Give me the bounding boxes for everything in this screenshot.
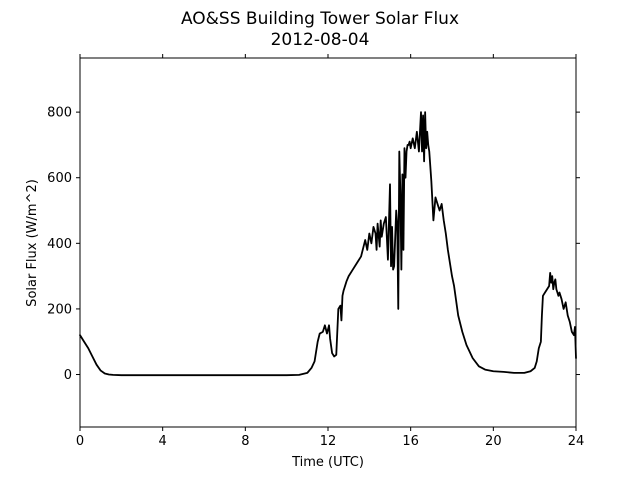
y-tick-label-4: 800 bbox=[47, 106, 72, 121]
ticks-layer: 0 4 8 12 16 20 24 0 200 400 600 800 bbox=[47, 54, 584, 449]
y-axis-label: Solar Flux (W/m^2) bbox=[25, 179, 40, 307]
y-tick-label-0: 0 bbox=[64, 368, 72, 383]
y-tick-label-1: 200 bbox=[47, 302, 72, 317]
series-line-0 bbox=[79, 111, 577, 377]
x-tick-label-4: 16 bbox=[402, 434, 419, 449]
chart-title: AO&SS Building Tower Solar Flux bbox=[181, 9, 459, 29]
x-tick-label-0: 0 bbox=[76, 434, 84, 449]
chart-subtitle: 2012-08-04 bbox=[271, 30, 370, 50]
x-tick-label-1: 4 bbox=[159, 434, 167, 449]
x-tick-label-6: 24 bbox=[568, 434, 585, 449]
y-tick-label-3: 600 bbox=[47, 171, 72, 186]
axes-frame bbox=[79, 57, 577, 428]
y-tick-label-2: 400 bbox=[47, 237, 72, 252]
x-tick-label-3: 12 bbox=[320, 434, 337, 449]
x-tick-label-5: 20 bbox=[485, 434, 502, 449]
x-axis-label: Time (UTC) bbox=[291, 455, 364, 470]
plot-layer bbox=[79, 111, 577, 377]
x-tick-label-2: 8 bbox=[241, 434, 249, 449]
